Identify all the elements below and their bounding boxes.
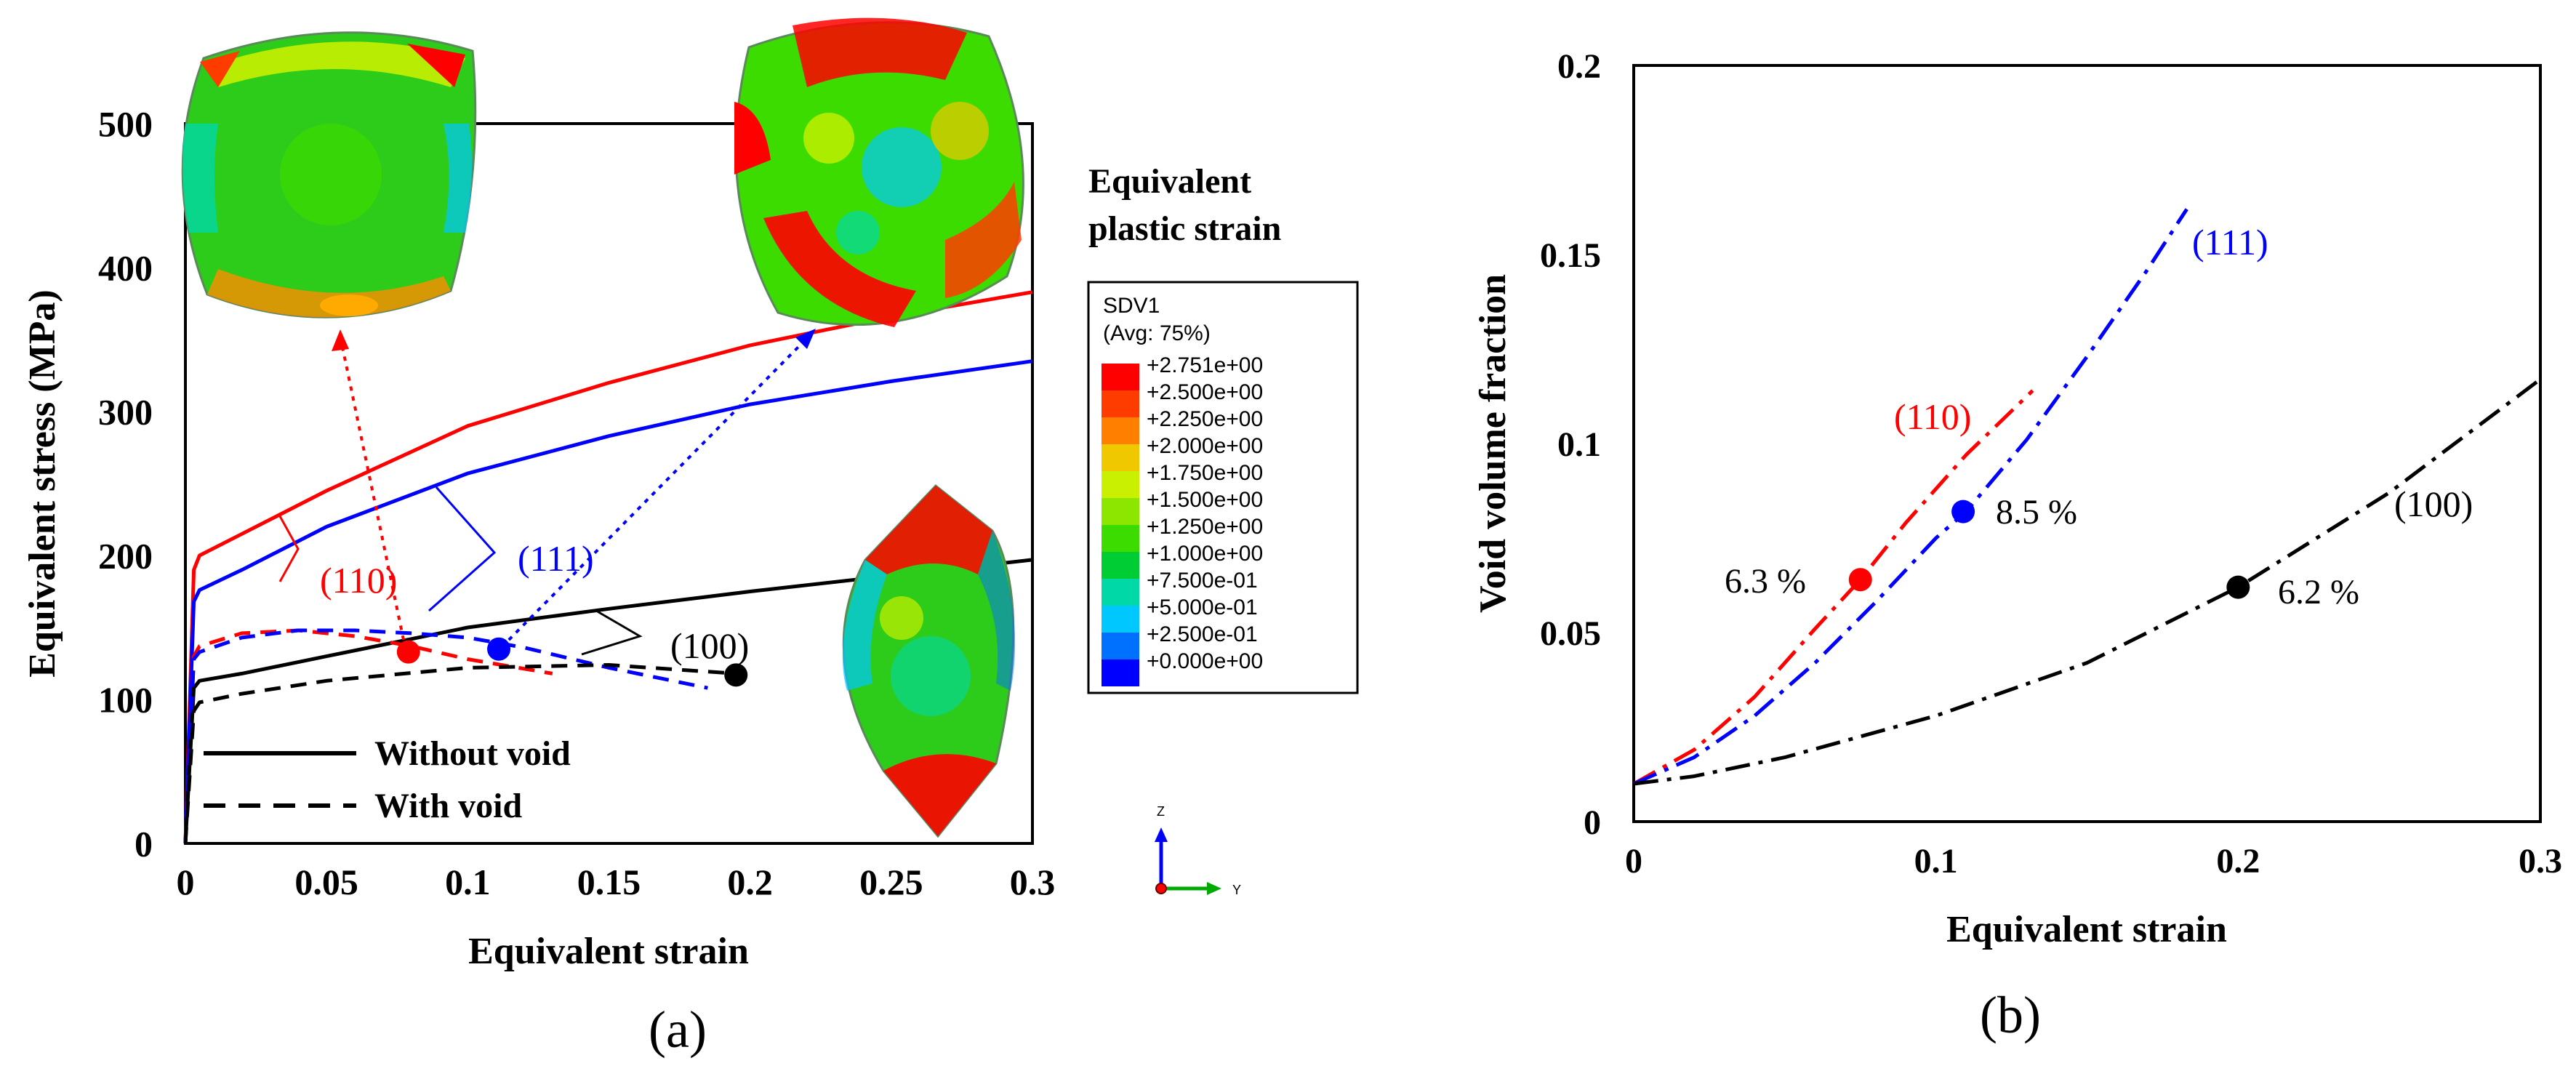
contour-band [1102,444,1139,471]
contour-legend-var: SDV1 [1103,294,1160,318]
y-tick-label: 0 [135,824,153,865]
series-line-111-without-void [183,359,1033,844]
series-line-111 [1632,208,2188,786]
x-tick-label: 0.3 [1010,862,1056,902]
contour-band [1102,471,1139,498]
contour-level-label: +1.500e+00 [1147,488,1263,512]
annotation-100: (100) [670,625,749,666]
contour-level-label: +1.250e+00 [1147,515,1263,539]
legend-with-void: With void [374,787,522,825]
contour-level-label: +2.500e+00 [1147,380,1263,404]
contour-level-label: +1.000e+00 [1147,542,1263,566]
y-tick-label: 500 [98,104,153,145]
y-tick-label: 0.1 [1557,425,1601,464]
bracket-100 [581,609,643,656]
series-line-111-with-void [183,628,708,844]
x-tick-label: 0 [177,862,195,902]
b-curve-label-110: (110) [1894,396,1971,437]
void-image-100 [842,484,1016,838]
contour-level-label: +2.000e+00 [1147,434,1263,458]
y-tick-label: 300 [98,392,153,433]
series-line-110 [1632,389,2034,786]
data-marker-1 [487,637,511,661]
x-tick-label: 0.2 [727,862,773,902]
series-line-100-with-void [183,663,737,844]
pointer-111 [500,333,812,649]
a-panel-label: (a) [649,1000,707,1059]
b-xlabel: Equivalent strain [1946,909,2227,950]
b-curve-label-111: (111) [2192,222,2268,262]
contour-band [1102,552,1139,579]
x-tick-label: 0.3 [2519,842,2562,881]
contour-level-label: +2.500e-01 [1147,622,1258,646]
contour-legend-title-2: plastic strain [1088,209,1281,248]
contour-band [1102,417,1139,444]
series-line-100 [1633,377,2542,786]
x-tick-label: 0.1 [445,862,491,902]
contour-legend-avg: (Avg: 75%) [1103,321,1211,345]
contour-band [1102,606,1139,633]
x-tick-label: 0.2 [2216,842,2260,881]
y-tick-label: 0 [1584,803,1601,842]
pointer-111-arrowhead [795,329,816,349]
x-tick-label: 0.15 [577,862,641,902]
triad-z-label: Z [1157,804,1165,819]
triad-y-label: Y [1232,883,1241,897]
contour-level-label: +5.000e-01 [1147,595,1258,619]
axis-triad: Z Y [1155,804,1241,897]
y-tick-label: 0.2 [1557,47,1601,86]
y-tick-label: 400 [98,248,153,289]
void-image-111 [734,17,1024,327]
data-marker-2 [2226,575,2250,599]
b-ylabel: Void volume fraction [1472,274,1514,613]
legend-without-void: Without void [374,734,571,773]
annotation-111: (111) [518,538,594,579]
pointer-110-arrowhead [332,329,349,351]
contour-band [1102,579,1139,606]
plot-a-frame [184,122,1034,845]
data-marker-1 [1951,500,1975,524]
data-marker-0 [396,640,420,664]
contour-level-label: +2.751e+00 [1147,353,1263,377]
contour-band [1102,633,1139,659]
void-image-110 [181,31,477,318]
a-ylabel: Equivalent stress (MPa) [22,289,63,677]
contour-band [1102,498,1139,525]
panel-b: 0 0.1 0.2 0.3 0 0.05 0.1 0.15 0.2 (111) (110) (1… [1472,47,2562,1044]
b-marker-label-110: 6.3 % [1725,562,1806,601]
data-marker-0 [1848,568,1872,592]
contour-band [1102,659,1139,686]
x-tick-label: 0.05 [294,862,358,902]
contour-band [1102,390,1139,417]
y-tick-label: 0.15 [1540,236,1601,275]
contour-level-label: +1.750e+00 [1147,461,1263,485]
x-tick-label: 0.25 [859,862,923,902]
bracket-110 [278,516,300,582]
x-tick-label: 0 [1625,842,1642,881]
bracket-111 [428,486,497,612]
contour-band [1102,364,1139,390]
y-tick-label: 100 [98,680,153,721]
x-tick-label: 0.1 [1914,842,1958,881]
contour-legend-title-1: Equivalent [1088,162,1251,201]
contour-level-label: +0.000e+00 [1147,649,1263,673]
a-xlabel: Equivalent strain [468,931,749,972]
b-marker-label-100: 6.2 % [2278,573,2359,611]
contour-level-label: +7.500e-01 [1147,569,1258,593]
plot-b-frame [1632,64,2542,823]
data-marker-2 [724,663,748,687]
b-marker-label-111: 8.5 % [1996,493,2077,532]
pointer-110 [339,336,405,641]
contour-level-label: +2.250e+00 [1147,407,1263,431]
b-curve-label-100: (100) [2394,484,2473,524]
series-line-110-without-void [183,290,1033,844]
y-tick-label: 0.05 [1540,614,1601,653]
annotation-110: (110) [320,560,397,601]
panel-a: 0 0.05 0.1 0.15 0.2 0.25 0.3 0 100 200 300 400 500 (… [22,17,1359,1059]
y-tick-label: 200 [98,536,153,577]
b-panel-label: (b) [1980,986,2041,1044]
contour-band [1102,525,1139,552]
